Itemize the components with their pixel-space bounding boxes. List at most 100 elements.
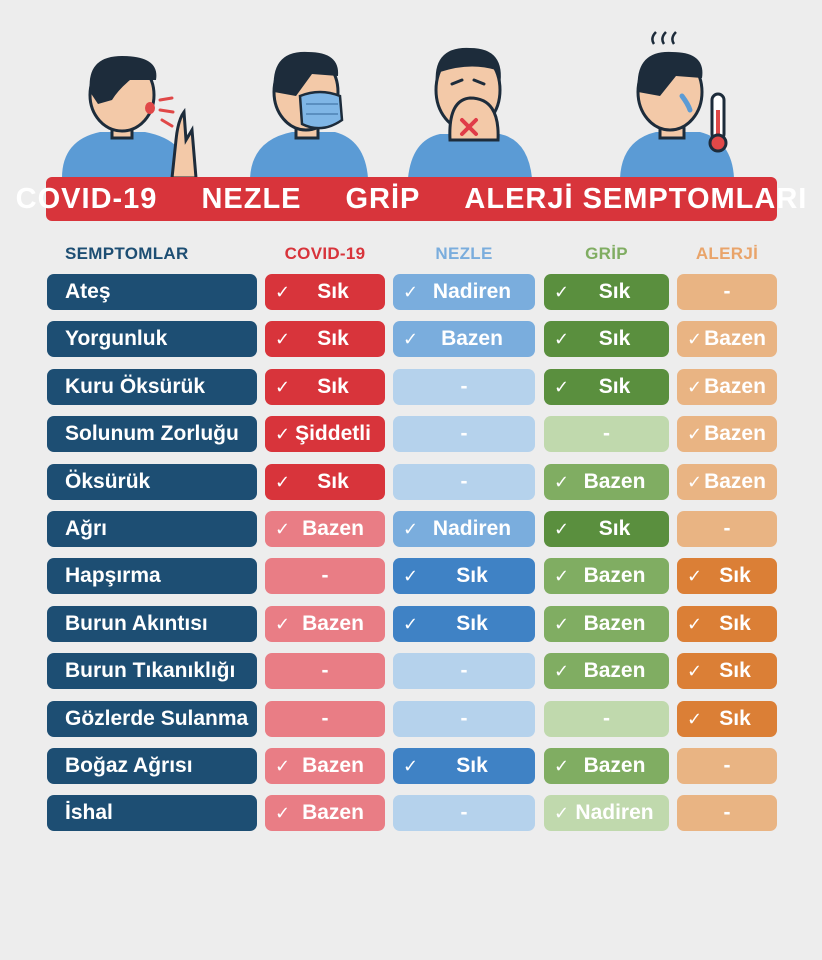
check-icon: ✓ (275, 613, 291, 634)
table-row: Ateş ✓ Sık ✓ Nadiren ✓ Sık - (0, 274, 822, 310)
check-icon: ✓ (554, 328, 570, 349)
check-icon: ✓ (687, 471, 703, 492)
nezle-cell: - (393, 701, 535, 737)
symptom-label: Solunum Zorluğu (47, 416, 257, 452)
table-row: Burun Akıntısı ✓ Bazen ✓ Sık ✓ Bazen ✓ Sık (0, 606, 822, 642)
covid-cell: - (265, 558, 385, 594)
covid-value: Sık (317, 470, 349, 493)
alerji-value: Bazen (704, 470, 766, 493)
symptom-label: İshal (47, 795, 257, 831)
nezle-value: Sık (456, 754, 488, 777)
table-row: Öksürük ✓ Sık - ✓ Bazen ✓ Bazen (0, 464, 822, 500)
check-icon: ✓ (687, 376, 703, 397)
table-row: Boğaz Ağrısı ✓ Bazen ✓ Sık ✓ Bazen - (0, 748, 822, 784)
symptom-label: Hapşırma (47, 558, 257, 594)
table-row: Kuru Öksürük ✓ Sık - ✓ Sık ✓ Bazen (0, 369, 822, 405)
grip-value: Bazen (583, 564, 646, 587)
title-banner: COVID-19 NEZLE GRİP ALERJİ SEMPTOMLARI (16, 177, 806, 221)
check-icon: ✓ (687, 660, 703, 681)
covid-cell: ✓ Bazen (265, 795, 385, 831)
header-grip: GRİP (585, 244, 628, 263)
nezle-value: - (460, 801, 468, 824)
grip-cell: ✓ Sık (544, 274, 669, 310)
check-icon: ✓ (687, 423, 703, 444)
symptom-label: Kuru Öksürük (47, 369, 257, 405)
alerji-cell: ✓ Sık (677, 558, 777, 594)
check-icon: ✓ (403, 328, 419, 349)
nezle-cell: - (393, 795, 535, 831)
check-icon: ✓ (687, 328, 703, 349)
coughing-person-icon (62, 56, 198, 180)
grip-cell: ✓ Sık (544, 321, 669, 357)
nezle-value: Sık (456, 612, 488, 635)
grip-value: Bazen (583, 470, 646, 493)
check-icon: ✓ (554, 755, 570, 776)
symptom-label: Burun Tıkanıklığı (47, 653, 257, 689)
check-icon: ✓ (554, 518, 570, 539)
masked-person-icon (250, 51, 368, 178)
covid-cell: ✓ Şiddetli (265, 416, 385, 452)
table-row: Solunum Zorluğu ✓ Şiddetli - - ✓ Bazen (0, 416, 822, 452)
grip-value: Bazen (583, 659, 646, 682)
check-icon: ✓ (554, 565, 570, 586)
grip-cell: - (544, 416, 669, 452)
nezle-value: - (460, 470, 468, 493)
check-icon: ✓ (554, 471, 570, 492)
covid-cell: - (265, 653, 385, 689)
grip-cell: ✓ Bazen (544, 653, 669, 689)
alerji-cell: - (677, 274, 777, 310)
nezle-cell: - (393, 653, 535, 689)
alerji-cell: ✓ Sık (677, 701, 777, 737)
alerji-value: Bazen (704, 375, 766, 398)
alerji-value: - (723, 754, 731, 777)
check-icon: ✓ (687, 708, 703, 729)
covid-value: Sık (317, 327, 349, 350)
alerji-cell: - (677, 748, 777, 784)
feverish-person-icon (620, 31, 734, 178)
alerji-cell: ✓ Bazen (677, 321, 777, 357)
check-icon: ✓ (687, 613, 703, 634)
alerji-value: Sık (719, 659, 751, 682)
nezle-value: - (460, 707, 468, 730)
grip-cell: - (544, 701, 669, 737)
nezle-cell: ✓ Sık (393, 748, 535, 784)
nezle-value: Sık (456, 564, 488, 587)
symptom-label: Gözlerde Sulanma (47, 701, 257, 737)
check-icon: ✓ (275, 281, 291, 302)
grip-cell: ✓ Sık (544, 369, 669, 405)
table-row: Gözlerde Sulanma - - - ✓ Sık (0, 701, 822, 737)
check-icon: ✓ (403, 565, 419, 586)
covid-cell: ✓ Sık (265, 369, 385, 405)
check-icon: ✓ (275, 755, 291, 776)
nezle-cell: ✓ Nadiren (393, 274, 535, 310)
covid-value: Sık (317, 375, 349, 398)
nezle-cell: ✓ Sık (393, 606, 535, 642)
alerji-value: - (723, 801, 731, 824)
thermometer-icon (708, 92, 728, 153)
covid-cell: ✓ Bazen (265, 606, 385, 642)
covid-cell: ✓ Sık (265, 321, 385, 357)
check-icon: ✓ (554, 376, 570, 397)
alerji-cell: ✓ Bazen (677, 464, 777, 500)
nezle-cell: ✓ Sık (393, 558, 535, 594)
covid-cell: ✓ Bazen (265, 748, 385, 784)
grip-cell: ✓ Nadiren (544, 795, 669, 831)
alerji-value: Sık (719, 707, 751, 730)
table-row: İshal ✓ Bazen - ✓ Nadiren - (0, 795, 822, 831)
alerji-value: Sık (719, 612, 751, 635)
nezle-cell: - (393, 464, 535, 500)
header-nezle: NEZLE (435, 244, 493, 263)
grip-cell: ✓ Bazen (544, 606, 669, 642)
check-icon: ✓ (554, 660, 570, 681)
alerji-cell: ✓ Sık (677, 606, 777, 642)
covid-cell: - (265, 701, 385, 737)
grip-value: - (603, 707, 610, 730)
banner-nezle: NEZLE (201, 182, 302, 215)
check-icon: ✓ (275, 518, 291, 539)
check-icon: ✓ (554, 281, 570, 302)
covid-value: - (321, 564, 329, 587)
check-icon: ✓ (275, 423, 291, 444)
check-icon: ✓ (554, 613, 570, 634)
alerji-value: Sık (719, 564, 751, 587)
covid-value: Bazen (302, 612, 364, 635)
